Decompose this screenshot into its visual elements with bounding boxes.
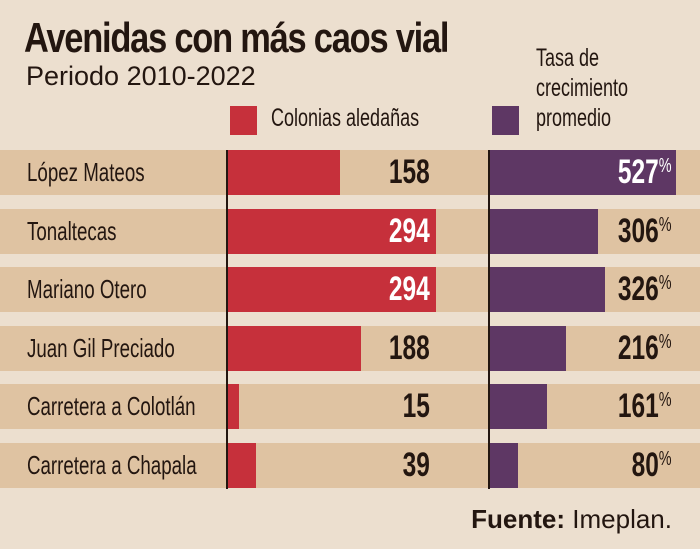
legend-label-tasa-line3: promedio	[536, 104, 612, 132]
value-label-colonias: 294	[389, 209, 430, 254]
value-label-colonias: 158	[389, 150, 430, 195]
bar-tasa	[490, 326, 566, 371]
bar-tasa	[490, 209, 598, 254]
bar-colonias	[228, 326, 361, 371]
bar-tasa	[490, 443, 518, 488]
bar-colonias	[228, 150, 340, 195]
percent-sign: %	[659, 214, 672, 236]
source-value: Imeplan.	[572, 504, 672, 534]
bar-tasa	[490, 150, 676, 195]
value-label-tasa: 216%	[618, 326, 672, 371]
value-text: 527	[618, 153, 660, 191]
chart-title: Avenidas con más caos vial	[24, 14, 449, 61]
legend-swatch-tasa	[492, 106, 519, 135]
percent-sign: %	[659, 448, 672, 470]
value-text: 161	[618, 387, 660, 425]
value-text: 15	[402, 387, 430, 425]
chart-subtitle: Periodo 2010-2022	[26, 61, 256, 91]
bar-tasa	[490, 384, 547, 429]
category-label: Carretera a Colotlán	[27, 391, 196, 421]
value-text: 158	[389, 153, 430, 191]
value-text: 216	[618, 329, 660, 367]
value-label-tasa: 161%	[618, 384, 672, 429]
axis-colonias	[226, 150, 228, 489]
value-label-colonias: 15	[403, 384, 430, 429]
legend-label-colonias: Colonias aledañas	[271, 104, 420, 132]
value-text: 326	[618, 270, 660, 308]
value-text: 188	[389, 329, 430, 367]
bar-colonias	[228, 267, 436, 312]
category-label: Juan Gil Preciado	[27, 333, 175, 363]
legend-label-tasa-line2: crecimiento	[536, 74, 629, 102]
percent-sign: %	[659, 331, 672, 353]
category-label: López Mateos	[27, 157, 145, 187]
bar-colonias	[228, 443, 256, 488]
bar-colonias	[228, 209, 436, 254]
category-label: Carretera a Chapala	[27, 450, 197, 480]
value-text: 80	[631, 446, 660, 484]
value-text: 294	[389, 270, 430, 308]
value-text: 39	[402, 446, 430, 484]
bar-colonias	[228, 384, 239, 429]
category-label: Mariano Otero	[27, 274, 147, 304]
axis-tasa	[488, 150, 490, 489]
percent-sign: %	[659, 155, 672, 177]
legend-swatch-colonias	[230, 106, 257, 135]
value-text: 306	[618, 212, 660, 250]
value-label-tasa: 306%	[618, 209, 672, 254]
percent-sign: %	[659, 272, 672, 294]
row-background	[0, 443, 700, 488]
value-label-tasa: 527%	[618, 150, 672, 195]
source-label: Fuente:	[471, 504, 566, 534]
percent-sign: %	[659, 389, 672, 411]
bar-tasa	[490, 267, 605, 312]
value-label-colonias: 294	[389, 267, 430, 312]
value-label-tasa: 80%	[632, 443, 672, 488]
legend-label-tasa-line1: Tasa de	[536, 44, 600, 72]
row-background	[0, 384, 700, 429]
value-text: 294	[389, 212, 430, 250]
value-label-colonias: 39	[403, 443, 430, 488]
value-label-tasa: 326%	[618, 267, 672, 312]
category-label: Tonaltecas	[27, 216, 117, 246]
value-label-colonias: 188	[389, 326, 430, 371]
source-note: Fuente: Imeplan.	[471, 503, 672, 535]
